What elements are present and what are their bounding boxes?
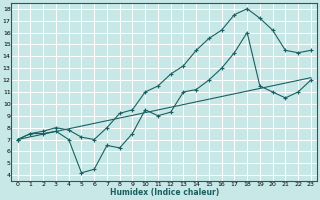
- X-axis label: Humidex (Indice chaleur): Humidex (Indice chaleur): [110, 188, 219, 197]
